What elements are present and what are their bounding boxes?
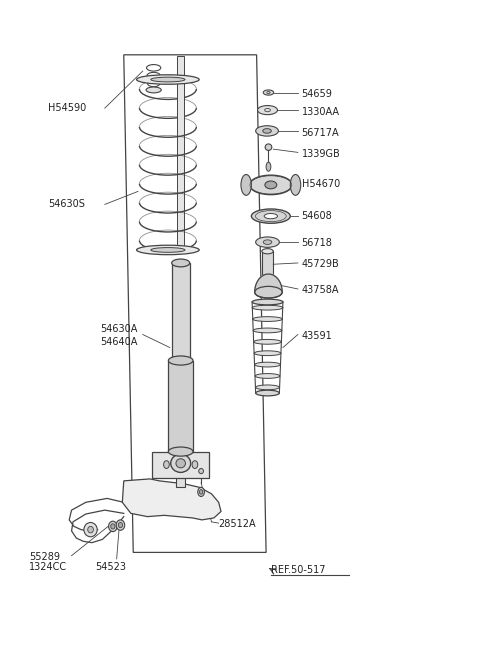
Ellipse shape bbox=[111, 523, 115, 529]
Ellipse shape bbox=[151, 247, 185, 253]
Ellipse shape bbox=[88, 526, 94, 533]
Polygon shape bbox=[122, 479, 221, 520]
Text: 54640A: 54640A bbox=[100, 337, 137, 347]
Ellipse shape bbox=[172, 357, 190, 365]
Bar bbox=[178, 56, 184, 250]
Ellipse shape bbox=[118, 522, 122, 527]
Ellipse shape bbox=[256, 126, 278, 136]
Text: 54523: 54523 bbox=[96, 562, 126, 573]
Text: H54590: H54590 bbox=[48, 103, 86, 113]
Bar bbox=[172, 263, 190, 361]
Text: 56717A: 56717A bbox=[301, 128, 339, 138]
Text: 43591: 43591 bbox=[301, 331, 333, 341]
Ellipse shape bbox=[266, 162, 271, 171]
Ellipse shape bbox=[263, 240, 272, 245]
Ellipse shape bbox=[253, 328, 282, 333]
Ellipse shape bbox=[256, 385, 279, 390]
Ellipse shape bbox=[253, 339, 281, 344]
Ellipse shape bbox=[252, 305, 283, 310]
Ellipse shape bbox=[255, 373, 280, 379]
Text: 54608: 54608 bbox=[301, 211, 333, 221]
Ellipse shape bbox=[290, 174, 301, 195]
Ellipse shape bbox=[264, 213, 277, 218]
Ellipse shape bbox=[172, 259, 190, 267]
Ellipse shape bbox=[164, 461, 169, 468]
Ellipse shape bbox=[252, 209, 290, 223]
Ellipse shape bbox=[254, 362, 280, 367]
Ellipse shape bbox=[168, 356, 193, 365]
Polygon shape bbox=[255, 274, 282, 292]
Ellipse shape bbox=[265, 181, 277, 189]
Text: 1330AA: 1330AA bbox=[301, 107, 340, 117]
Ellipse shape bbox=[256, 237, 279, 247]
Text: 54630S: 54630S bbox=[48, 199, 85, 209]
Ellipse shape bbox=[108, 521, 117, 531]
Text: 1339GB: 1339GB bbox=[301, 149, 340, 159]
Ellipse shape bbox=[171, 454, 191, 472]
Ellipse shape bbox=[199, 489, 203, 494]
Ellipse shape bbox=[116, 520, 125, 530]
Bar bbox=[152, 451, 209, 478]
Ellipse shape bbox=[241, 174, 252, 195]
Text: 43758A: 43758A bbox=[301, 285, 339, 295]
Text: 28512A: 28512A bbox=[219, 520, 256, 529]
Ellipse shape bbox=[262, 249, 273, 254]
Ellipse shape bbox=[255, 287, 282, 298]
Ellipse shape bbox=[137, 75, 199, 84]
Ellipse shape bbox=[262, 275, 273, 280]
Polygon shape bbox=[124, 55, 266, 552]
Text: H54670: H54670 bbox=[301, 178, 340, 189]
Ellipse shape bbox=[263, 90, 274, 95]
Text: 1324CC: 1324CC bbox=[29, 562, 67, 573]
Ellipse shape bbox=[258, 106, 277, 115]
Ellipse shape bbox=[176, 459, 185, 468]
Ellipse shape bbox=[254, 351, 281, 356]
Ellipse shape bbox=[84, 522, 97, 537]
Ellipse shape bbox=[199, 468, 204, 474]
Ellipse shape bbox=[250, 175, 292, 195]
Bar bbox=[176, 448, 185, 487]
Text: 54630A: 54630A bbox=[100, 324, 137, 335]
Text: 55289: 55289 bbox=[29, 552, 60, 562]
Ellipse shape bbox=[252, 317, 282, 321]
Bar bbox=[262, 251, 273, 277]
Ellipse shape bbox=[252, 299, 283, 305]
Text: REF.50-517: REF.50-517 bbox=[271, 565, 325, 575]
Ellipse shape bbox=[192, 461, 198, 468]
Ellipse shape bbox=[137, 245, 199, 255]
Ellipse shape bbox=[198, 487, 204, 497]
Text: 56718: 56718 bbox=[301, 238, 333, 249]
Ellipse shape bbox=[168, 447, 193, 456]
Bar bbox=[168, 361, 193, 451]
Text: 54659: 54659 bbox=[301, 89, 333, 99]
Text: 45729B: 45729B bbox=[301, 259, 339, 269]
Ellipse shape bbox=[263, 129, 271, 133]
Ellipse shape bbox=[256, 390, 279, 396]
Ellipse shape bbox=[151, 77, 185, 82]
Ellipse shape bbox=[146, 87, 161, 93]
Ellipse shape bbox=[265, 144, 272, 150]
